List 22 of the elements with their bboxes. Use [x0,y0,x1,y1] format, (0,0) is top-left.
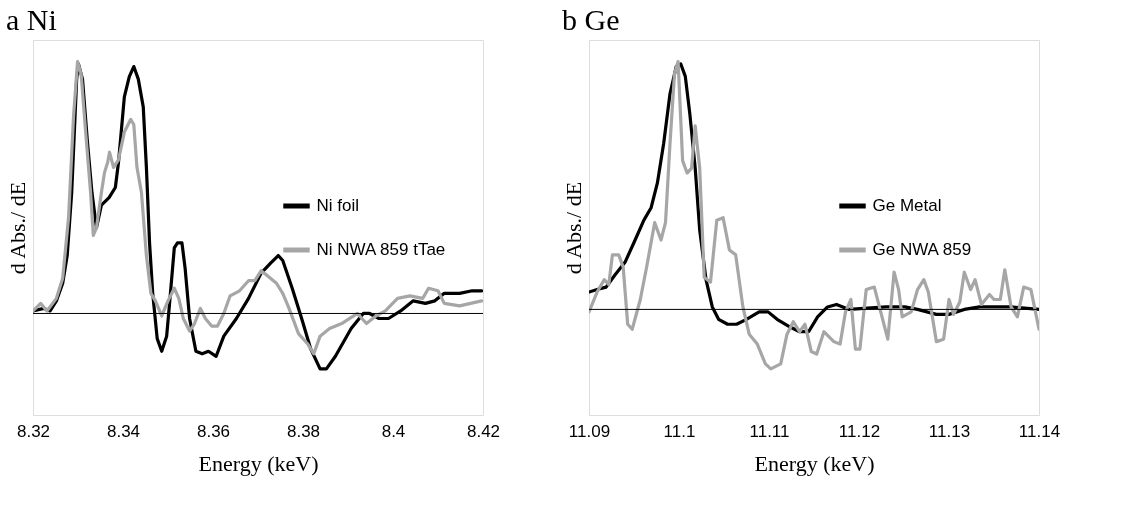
legend-label: Ge Metal [872,196,942,215]
y-axis-title: d Abs./ dE [4,181,30,275]
legend-label: Ge NWA 859 [872,240,972,259]
x-tick-label: 8.38 [286,421,321,441]
x-tick-label: 11.1 [663,421,696,441]
chart-title: b Ge [562,3,620,36]
legend-label: Ni NWA 859 tTae [316,240,446,259]
y-axis-title: d Abs./ dE [560,181,586,275]
x-tick-label: 11.13 [928,421,971,441]
x-axis-title: Energy (keV) [198,450,319,476]
x-tick-label: 11.11 [749,421,790,441]
x-tick-label: 8.32 [16,421,51,441]
legend-label: Ni foil [316,196,360,215]
x-tick-label: 8.34 [106,421,141,441]
x-tick-label: 11.09 [568,421,611,441]
x-tick-label: 8.42 [466,421,501,441]
x-tick-label: 8.4 [381,421,406,441]
x-tick-label: 11.14 [1018,421,1061,441]
x-tick-label: 11.12 [838,421,881,441]
x-tick-label: 8.36 [196,421,231,441]
x-axis-title: Energy (keV) [754,450,875,476]
chart-title: a Ni [6,3,57,36]
